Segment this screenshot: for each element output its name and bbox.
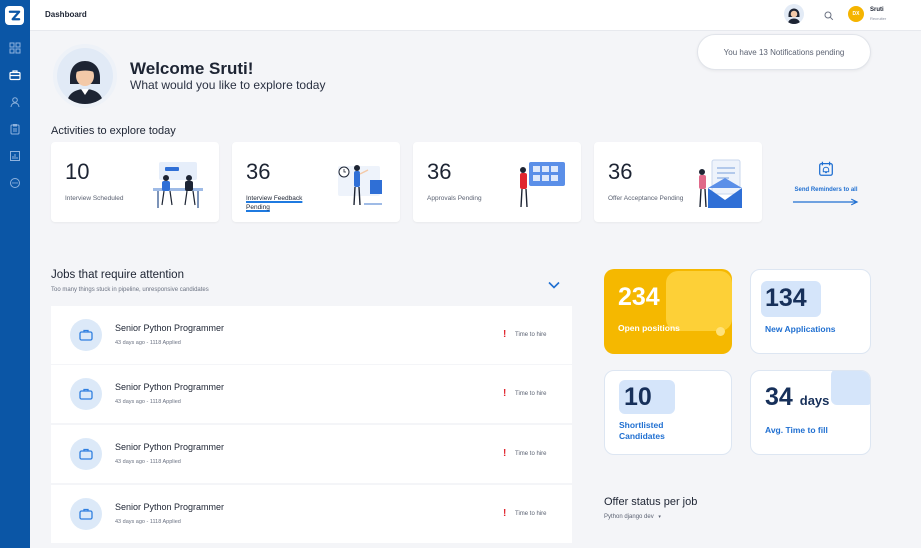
meeting-illustration-icon [153,162,203,208]
nav-reports-icon[interactable] [8,149,22,163]
stat-card-new-applications[interactable]: 134 New Applications [750,269,871,354]
job-row[interactable]: Senior Python Programmer 43 days ago - 1… [51,365,572,423]
activity-value: 36 [427,159,452,184]
job-meta: 43 days ago - 1118 Applied [115,399,181,405]
activity-value: 36 [246,159,271,184]
notifications-avatar[interactable] [784,4,804,24]
send-reminders-button[interactable]: Send Reminders to all [790,160,862,206]
search-button[interactable] [823,9,835,21]
offer-illustration-icon [699,159,742,208]
user-name[interactable]: Sruti [870,7,884,13]
briefcase-icon [70,319,102,351]
activity-label[interactable]: Interview Feedback Pending [246,195,303,211]
briefcase-icon [70,498,102,530]
job-row[interactable]: Senior Python Programmer 43 days ago - 1… [51,425,572,483]
feedback-illustration-icon [338,165,382,206]
alert-icon: ! [503,448,507,459]
stat-label: Open positions [618,323,680,333]
nav-grid-icon[interactable] [8,41,22,55]
jobs-subheading: Too many things stuck in pipeline, unres… [51,287,209,293]
activity-card-approvals[interactable]: 36 Approvals Pending [413,142,581,222]
stat-value: 10 [624,383,652,411]
welcome-subtitle: What would you like to explore today [130,78,326,92]
activity-label: Interview Scheduled [65,195,124,202]
job-row[interactable]: Senior Python Programmer 43 days ago - 1… [51,485,572,543]
stat-value: 134 [765,284,807,312]
job-meta: 43 days ago - 1118 Applied [115,519,181,525]
send-reminders-label: Send Reminders to all [794,187,858,193]
user-role: Recruiter [870,16,887,21]
activity-label: Approvals Pending [427,195,482,202]
briefcase-icon [70,438,102,470]
approvals-illustration-icon [520,162,565,208]
offer-status-heading: Offer status per job [604,496,698,508]
decorative-blob [831,371,870,405]
activity-value: 36 [608,159,633,184]
job-selector-value: Python django dev [604,514,654,520]
nav-more-icon[interactable] [8,176,22,190]
nav-candidates-icon[interactable] [8,95,22,109]
time-to-hire-flag: Time to hire [515,451,547,457]
user-initials-avatar[interactable]: DX [848,6,864,22]
calendar-bell-icon [819,161,833,176]
job-row[interactable]: Senior Python Programmer 43 days ago - 1… [51,306,572,364]
activity-card-offers[interactable]: 36 Offer Acceptance Pending [594,142,762,222]
activities-heading: Activities to explore today [51,125,176,137]
activity-card-feedback[interactable]: 36 Interview Feedback Pending [232,142,400,222]
decorative-blob [666,271,732,331]
welcome-avatar [53,44,117,108]
stat-label: Shortlisted Candidates [619,420,665,441]
decorative-blob [619,380,675,414]
top-bar: Dashboard DX Sruti Recruiter [30,0,921,31]
activity-card-interviews[interactable]: 10 Interview Scheduled [51,142,219,222]
welcome-title: Welcome Sruti! [130,59,254,78]
job-meta: 43 days ago - 1118 Applied [115,459,181,465]
job-title: Senior Python Programmer [115,382,225,392]
job-meta: 43 days ago - 1118 Applied [115,340,181,346]
decorative-dot [716,327,725,336]
stat-number: 34 [765,383,793,411]
jobs-heading: Jobs that require attention [51,269,184,281]
arrow-right-icon [792,198,859,206]
notification-tooltip[interactable]: You have 13 Notifications pending [697,34,871,70]
stat-card-shortlisted[interactable]: 10 Shortlisted Candidates [604,370,732,455]
stat-card-time-to-fill[interactable]: 34 days Avg. Time to fill [750,370,871,455]
job-title: Senior Python Programmer [115,323,225,333]
nav-jobs-icon[interactable] [8,68,22,82]
job-title: Senior Python Programmer [115,502,225,512]
stat-card-open-positions[interactable]: 234 Open positions [604,269,732,354]
briefcase-icon [70,378,102,410]
search-icon [824,11,834,21]
alert-icon: ! [503,388,507,399]
activity-label: Offer Acceptance Pending [608,195,684,202]
activity-value: 10 [65,159,90,184]
collapse-button[interactable] [548,276,560,289]
time-to-hire-flag: Time to hire [515,391,547,397]
person-avatar-icon [784,4,804,24]
alert-icon: ! [503,508,507,519]
stat-unit: days [799,393,830,408]
job-title: Senior Python Programmer [115,442,225,452]
nav-clipboard-icon[interactable] [8,122,22,136]
time-to-hire-flag: Time to hire [515,332,547,338]
job-selector[interactable]: Python django dev ▾ [604,514,661,520]
caret-down-icon: ▾ [658,514,661,520]
page-title: Dashboard [45,10,87,19]
time-to-hire-flag: Time to hire [515,511,547,517]
stat-value: 34 days [765,383,829,412]
stat-label: Avg. Time to fill [765,425,828,435]
stat-label: New Applications [765,324,836,334]
app-logo[interactable] [5,6,24,25]
person-avatar-icon [57,48,113,104]
stat-value: 234 [618,283,660,311]
chevron-down-icon [548,281,560,289]
decorative-blob [761,281,821,317]
logo-icon [8,10,21,21]
alert-icon: ! [503,329,507,340]
sidebar [0,0,30,548]
